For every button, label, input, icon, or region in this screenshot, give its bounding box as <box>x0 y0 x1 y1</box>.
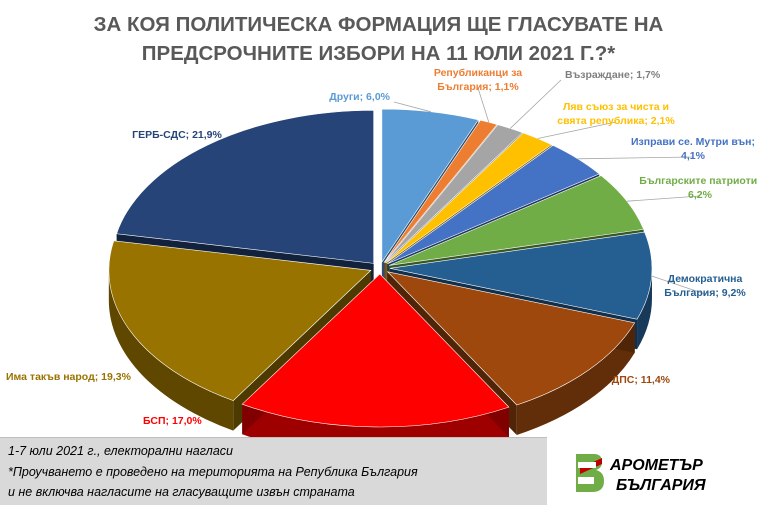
leader-lines <box>393 79 706 295</box>
slice-wall <box>516 322 635 435</box>
leader-line <box>537 121 617 139</box>
data-label: ГЕРБ-СДС; 21,9% <box>132 129 222 141</box>
data-label: Републиканци за България; 1,1% <box>434 67 522 93</box>
data-label: Българските патриоти; 6,2% <box>639 175 757 201</box>
leader-line <box>651 275 706 295</box>
logo-line-1: АРОМЕТЪР <box>609 457 703 474</box>
slice-top <box>241 273 510 428</box>
data-label: ДПС; 11,4% <box>612 374 671 386</box>
b-letter-logo-icon <box>576 454 604 492</box>
pie-slices <box>108 108 653 457</box>
slice-top <box>384 124 523 263</box>
barometer-logo: АРОМЕТЪР БЪЛГАРИЯ <box>576 454 706 494</box>
leader-line <box>577 156 694 160</box>
slice-wall <box>637 268 652 350</box>
slice-top <box>388 175 645 266</box>
pie-slice-9 <box>108 240 372 431</box>
footer-line-3: и не включва нагласите на гласуващите из… <box>8 485 355 499</box>
slice-top <box>116 110 374 264</box>
data-label: БСП; 17,0% <box>143 415 202 427</box>
slice-wall <box>108 270 234 431</box>
slice-top <box>108 240 372 401</box>
chart-title-line-1: ЗА КОЯ ПОЛИТИЧЕСКА ФОРМАЦИЯ ЩЕ ГЛАСУВАТЕ… <box>93 13 664 36</box>
chart-title: ЗА КОЯ ПОЛИТИЧЕСКА ФОРМАЦИЯ ЩЕ ГЛАСУВАТЕ… <box>0 10 757 68</box>
footer-line-2: *Проучването е проведено на територията … <box>8 465 418 479</box>
data-label: Ляв съюз за чиста и свята република; 2,1% <box>557 101 675 127</box>
footer-line-1: 1-7 юли 2021 г., електорални нагласи <box>8 444 233 458</box>
data-label: Изправи се. Мутри вън; 4,1% <box>631 136 755 162</box>
logo-line-2: БЪЛГАРИЯ <box>616 477 706 494</box>
leader-line <box>477 87 490 123</box>
data-label: Има такъв народ; 19,3% <box>6 371 132 383</box>
data-labels: Други; 6,0% Републиканци за България; 1,1%… <box>6 67 757 427</box>
data-label: Демократична България; 9,2% <box>664 273 746 299</box>
leader-line <box>393 101 432 113</box>
footer-note: 1-7 юли 2021 г., електорални нагласи *Пр… <box>0 437 547 505</box>
data-label: Възраждане; 1,7% <box>565 69 661 81</box>
leader-line <box>626 195 701 202</box>
data-label: Други; 6,0% <box>329 91 390 103</box>
chart-title-line-2: ПРЕДСРОЧНИТЕ ИЗБОРИ НА 11 ЮЛИ 2021 Г.?* <box>141 42 616 65</box>
leader-line <box>510 79 562 129</box>
slice-top <box>386 271 636 406</box>
